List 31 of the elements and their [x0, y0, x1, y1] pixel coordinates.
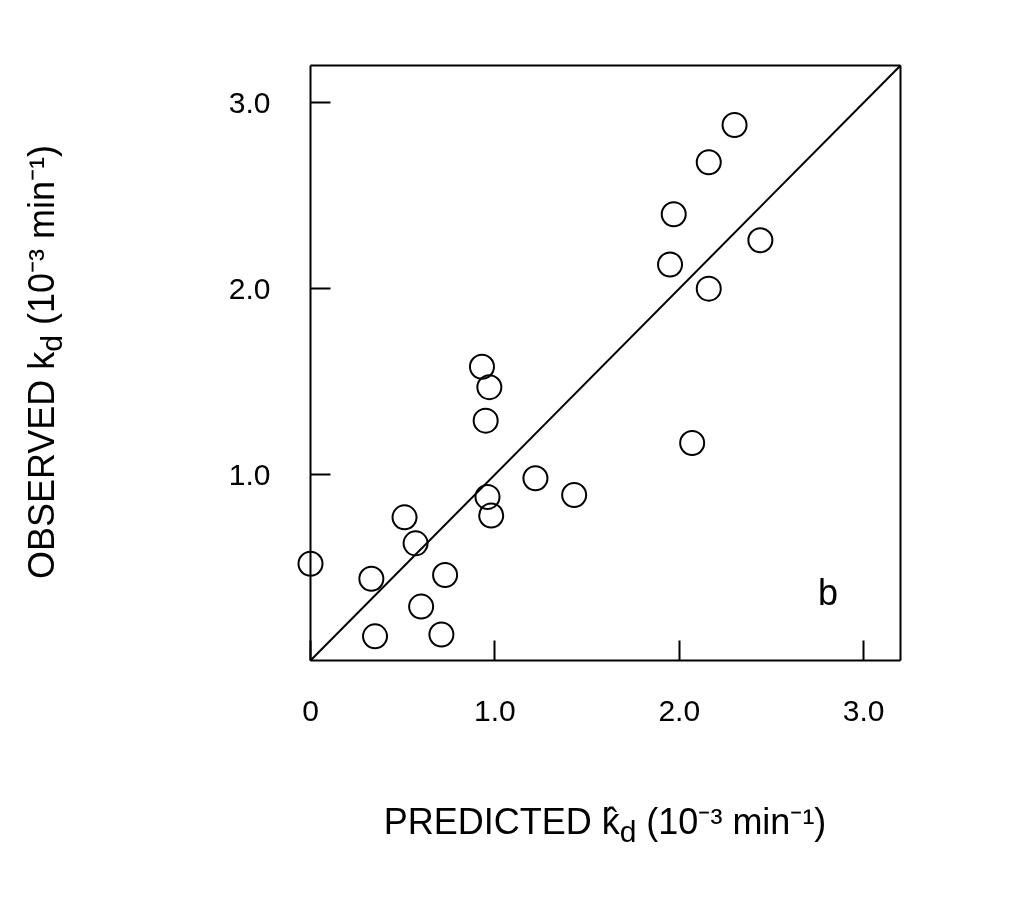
point: [474, 483, 501, 510]
point: [561, 482, 588, 508]
point: [679, 429, 706, 456]
x-axis-title: PREDICTED k̂$_{d}$ (10⁻³ min⁻¹): [383, 800, 827, 851]
x-tick-label: 0: [302, 693, 319, 727]
point: [468, 353, 495, 380]
annotation: b: [817, 571, 838, 613]
y-tick-label: 1.0: [228, 457, 271, 491]
y-tick-label: 3.0: [228, 85, 271, 119]
point: [432, 561, 459, 588]
point: [391, 504, 418, 531]
point: [660, 201, 687, 228]
point: [472, 407, 499, 434]
point: [358, 565, 385, 592]
point: [428, 621, 455, 648]
point: [695, 275, 722, 302]
point: [657, 251, 684, 278]
point: [478, 502, 505, 529]
point: [522, 465, 549, 492]
x-tick-label: 3.0: [842, 693, 885, 727]
point: [362, 623, 389, 650]
point: [408, 593, 435, 620]
point: [476, 374, 503, 401]
y-tick-label: 2.0: [228, 271, 271, 305]
x-tick-label: 1.0: [474, 693, 516, 727]
point: [721, 112, 748, 138]
point: [402, 530, 429, 557]
x-tick-label: 2.0: [658, 693, 701, 727]
point: [747, 227, 774, 254]
point: [695, 149, 722, 176]
point: [297, 550, 324, 577]
